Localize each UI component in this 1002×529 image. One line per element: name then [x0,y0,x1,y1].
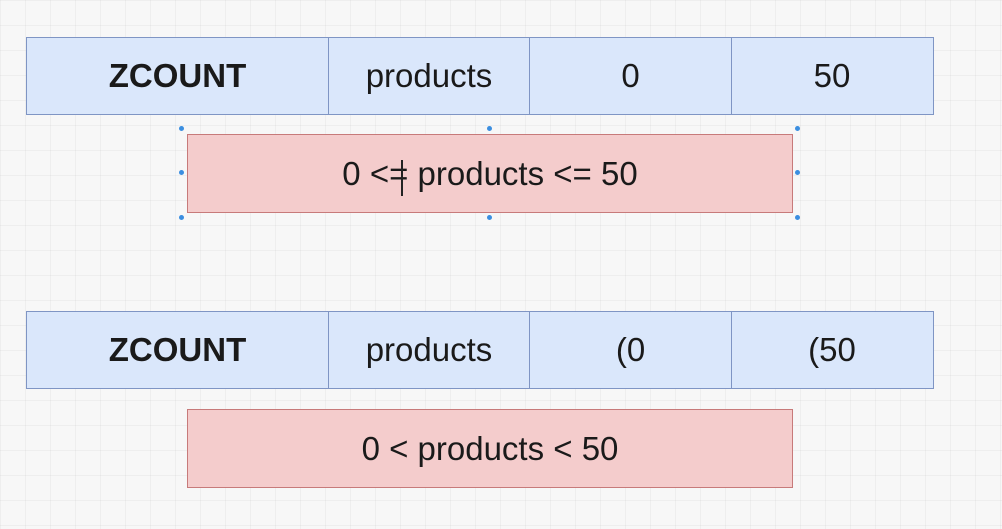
max-cell[interactable]: (50 [730,311,934,389]
inclusive-command-row: ZCOUNT products 0 50 [26,37,934,115]
inclusive-range-box[interactable]: 0 <= products <= 50 [187,134,793,213]
resize-handle-left[interactable] [178,170,184,175]
resize-handle-top-left[interactable] [178,125,184,131]
resize-handle-top-right[interactable] [794,125,800,131]
key-cell[interactable]: products [327,37,531,115]
text-cursor [401,160,403,196]
resize-handle-right[interactable] [794,170,800,175]
command-name-cell[interactable]: ZCOUNT [26,37,329,115]
resize-handle-top[interactable] [486,125,492,131]
resize-handle-bottom-right[interactable] [794,214,800,220]
exclusive-command-row: ZCOUNT products (0 (50 [26,311,934,389]
resize-handle-bottom[interactable] [486,214,492,220]
min-cell[interactable]: (0 [529,311,732,389]
exclusive-range-box[interactable]: 0 < products < 50 [187,409,793,488]
max-cell[interactable]: 50 [730,37,934,115]
resize-handle-bottom-left[interactable] [178,214,184,220]
key-cell[interactable]: products [327,311,531,389]
min-cell[interactable]: 0 [529,37,732,115]
command-name-cell[interactable]: ZCOUNT [26,311,329,389]
